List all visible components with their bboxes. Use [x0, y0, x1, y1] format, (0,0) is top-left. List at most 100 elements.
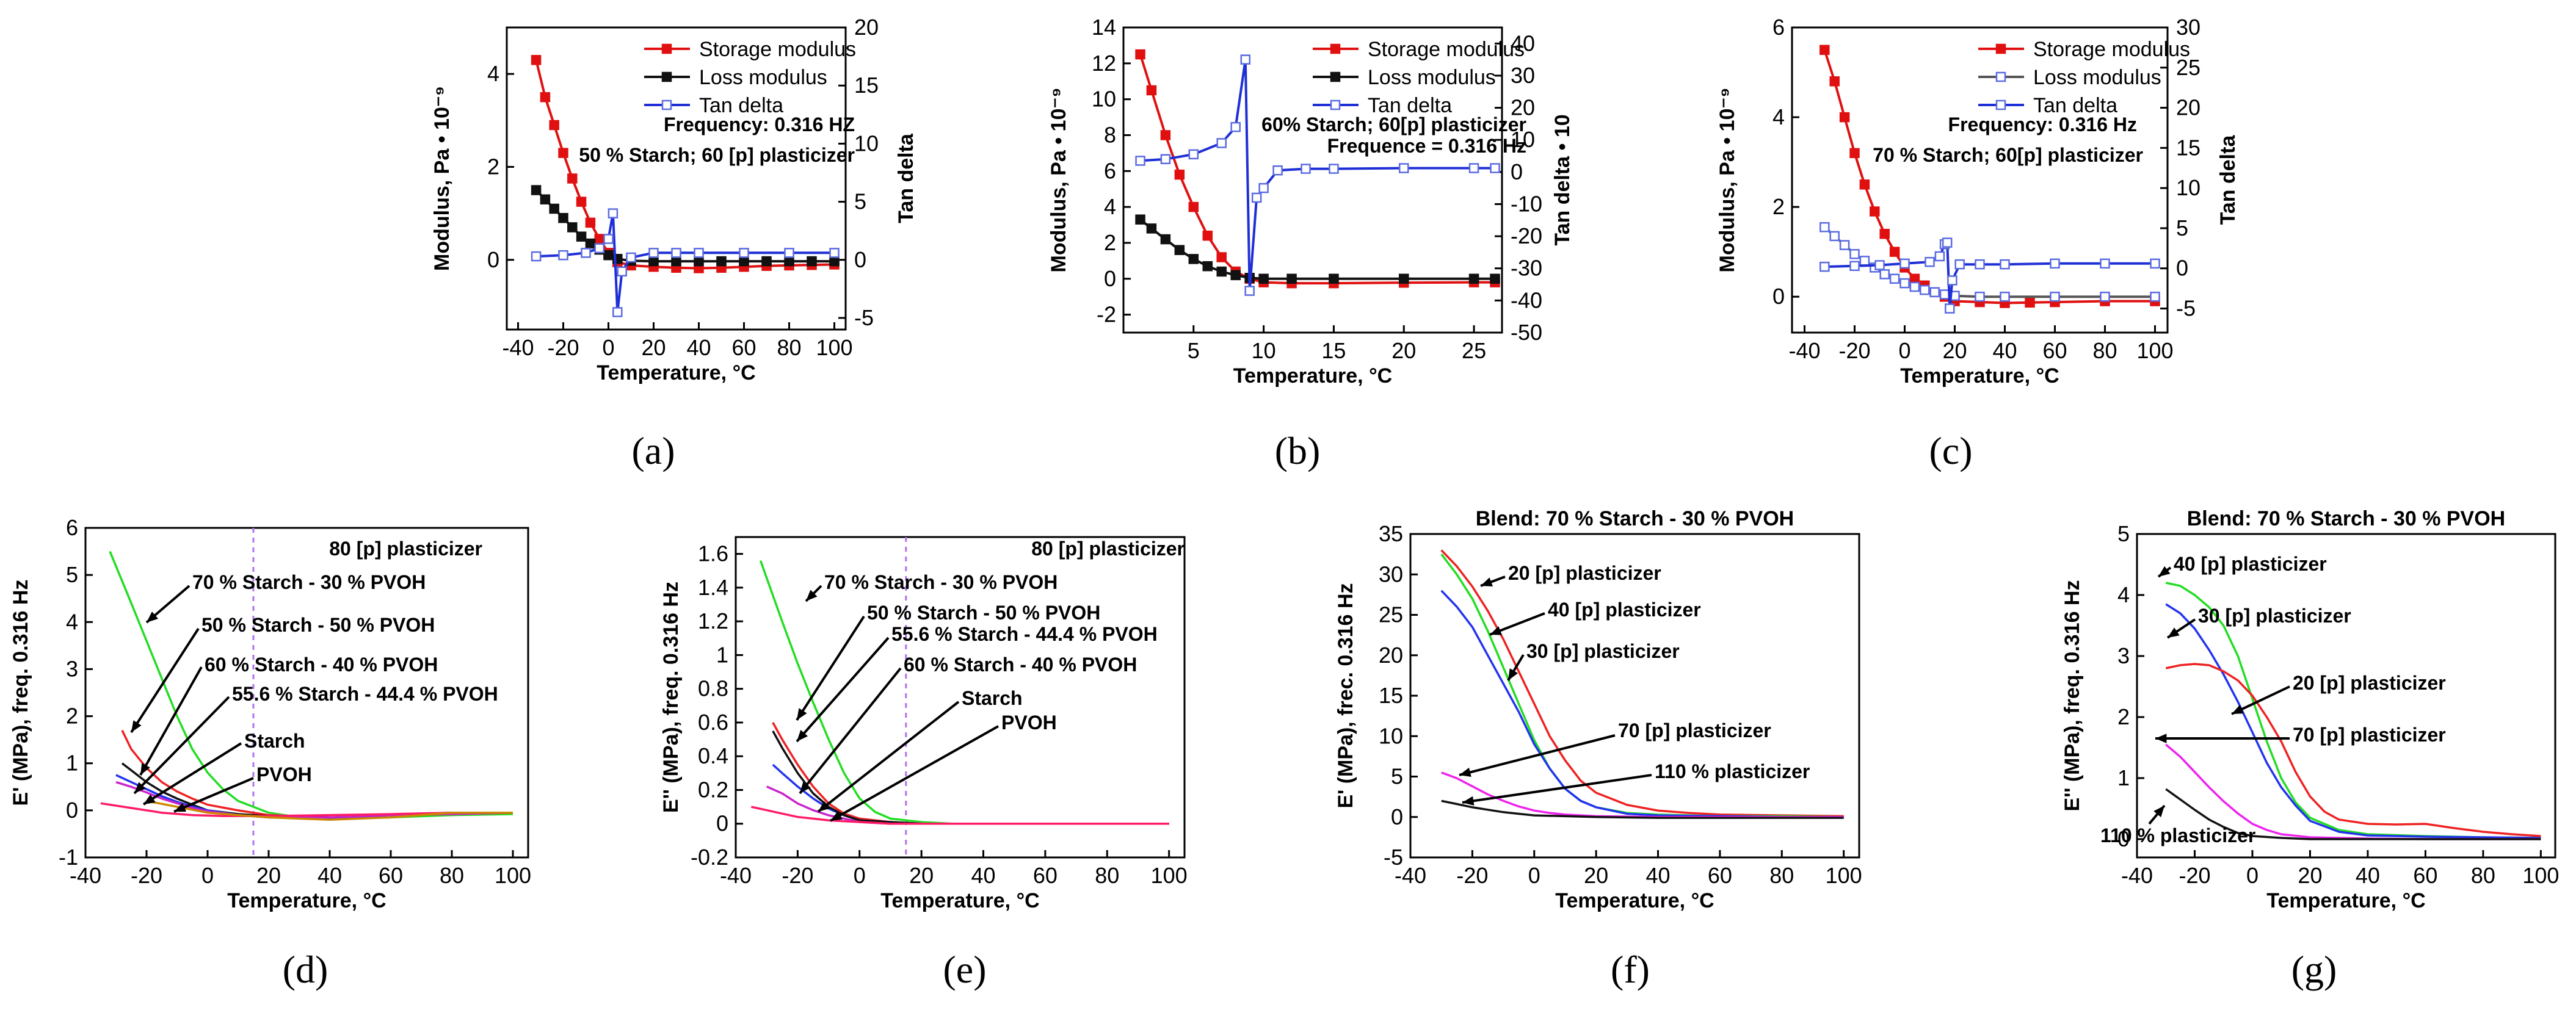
data-point	[2000, 259, 2010, 270]
data-point	[1942, 237, 1953, 248]
y2-tick-label: 0	[1511, 159, 1523, 184]
data-point	[1216, 138, 1227, 148]
arrow-head	[147, 611, 159, 622]
y-tick-label: 5	[2117, 521, 2130, 546]
x-tick-label: 40	[971, 863, 995, 888]
annotation: 50 % Starch; 60 [p] plasticizer	[579, 144, 855, 166]
y-tick-label: 8	[1104, 122, 1116, 147]
chart-panel: -40 -20 0 20 40 60 80 100 0 2 4 -5 0 5 10 15 20 Tan delta…	[430, 15, 918, 472]
plot-frame	[506, 26, 847, 331]
x-tick-label: 60	[1708, 863, 1732, 888]
x-tick-label: 15	[1321, 338, 1346, 363]
y2-tick-label: 10	[2176, 175, 2200, 200]
x-tick-label: 80	[777, 335, 801, 360]
data-point	[694, 256, 704, 267]
x-tick-label: 20	[1942, 338, 1967, 363]
x-tick-label: 80	[2092, 338, 2117, 363]
data-point	[1468, 163, 1479, 173]
y2-axis-label: Tan delta • 10	[1551, 114, 1574, 245]
y-tick-label: -1	[59, 845, 78, 870]
annotation: 70 [p] plasticizer	[1618, 720, 1771, 741]
y2-tick-label: -50	[1511, 320, 1542, 345]
x-tick-label: 10	[1252, 338, 1276, 363]
y-tick-label: 6	[66, 515, 78, 540]
annotation: 70 % Starch - 30 % PVOH	[824, 571, 1058, 593]
data-point	[1490, 273, 1500, 284]
data-point	[1174, 169, 1185, 180]
annotation-arrow	[133, 696, 230, 795]
plot-frame	[1791, 26, 2169, 334]
x-axis-label: Temperature, °C	[1233, 364, 1392, 388]
x-tick-label: 20	[1584, 863, 1608, 888]
x-axis-label: Temperature, °C	[597, 361, 755, 384]
y2-tick-label: 5	[2176, 215, 2188, 240]
y-tick-label: 5	[66, 562, 78, 587]
data-point	[1909, 281, 1920, 292]
data-point	[576, 197, 587, 207]
annotation: 40 [p] plasticizer	[2174, 553, 2327, 575]
data-point	[1975, 259, 1985, 270]
y-tick-label: 0	[1391, 804, 1403, 829]
y-tick-label: 0.6	[698, 710, 728, 735]
x-tick-label: 20	[256, 863, 281, 888]
y2-tick-label: 20	[2176, 95, 2200, 120]
series-line	[2165, 663, 2541, 837]
legend-entry: Storage modulus	[2033, 38, 2190, 61]
y-axis-label: E'' (MPa), freq. 0.316 Hz	[659, 582, 683, 813]
data-point	[2050, 258, 2060, 269]
x-tick-label: 25	[1462, 338, 1486, 363]
data-point	[585, 217, 596, 228]
y-tick-label: 5	[1391, 764, 1403, 789]
data-point	[1468, 273, 1479, 284]
data-point	[594, 243, 604, 253]
data-point	[1859, 256, 1870, 266]
y2-tick-label: 30	[2176, 15, 2200, 40]
arrow-head	[131, 720, 142, 732]
data-point	[603, 234, 614, 244]
x-tick-label: 40	[2356, 863, 2380, 888]
legend-entry: Storage modulus	[1368, 38, 1525, 61]
y2-tick-label: 0	[854, 247, 866, 272]
series-line	[1440, 590, 1844, 818]
panel-label: (e)	[943, 948, 986, 991]
data-point	[608, 208, 619, 218]
y2-tick-label: -30	[1511, 256, 1542, 281]
data-point	[1820, 222, 1830, 233]
y-tick-label: 2	[66, 704, 78, 729]
y-tick-label: 0.8	[698, 676, 728, 701]
y2-tick-label: 10	[1511, 127, 1535, 152]
data-point	[1829, 231, 1840, 242]
panel-label: (a)	[631, 429, 675, 472]
plot-frame	[735, 536, 1186, 859]
y2-tick-label: 10	[854, 131, 879, 156]
x-tick-label: 100	[495, 863, 531, 888]
y-tick-label: 3	[66, 656, 78, 681]
data-point	[829, 248, 840, 258]
y2-tick-label: 40	[1511, 31, 1535, 56]
data-point	[1258, 182, 1269, 193]
chart-panel: -40 -20 0 20 40 60 80 100 -0.2 0 0.2 0.4 0.6 0.8 1 1.2 1…	[659, 536, 1188, 991]
annotation-arrow	[817, 701, 960, 813]
arrow-head	[2168, 627, 2180, 638]
arrow-head	[830, 811, 843, 821]
series-line	[1139, 218, 1495, 280]
data-point	[1329, 273, 1339, 284]
arrow-head	[1490, 626, 1502, 635]
data-point	[1899, 278, 1910, 289]
y-tick-label: 6	[1772, 15, 1785, 40]
y-axis-label: E'' (MPa), freq. 0.316 Hz	[2061, 580, 2084, 812]
x-tick-label: 5	[1188, 338, 1200, 363]
series-group	[531, 55, 840, 317]
arrow-head	[818, 801, 830, 812]
annotation: 30 [p] plasticizer	[1526, 640, 1680, 662]
y-tick-label: 0.4	[698, 743, 728, 768]
data-point	[1301, 164, 1311, 174]
arrow-head	[1459, 767, 1471, 777]
series-group	[1820, 45, 2160, 314]
x-tick-label: 0	[201, 863, 214, 888]
data-point	[671, 248, 681, 258]
annotation: 110 % plasticizer	[1655, 760, 1810, 782]
annotation: PVOH	[256, 763, 312, 785]
y-tick-label: 2	[2117, 704, 2130, 729]
